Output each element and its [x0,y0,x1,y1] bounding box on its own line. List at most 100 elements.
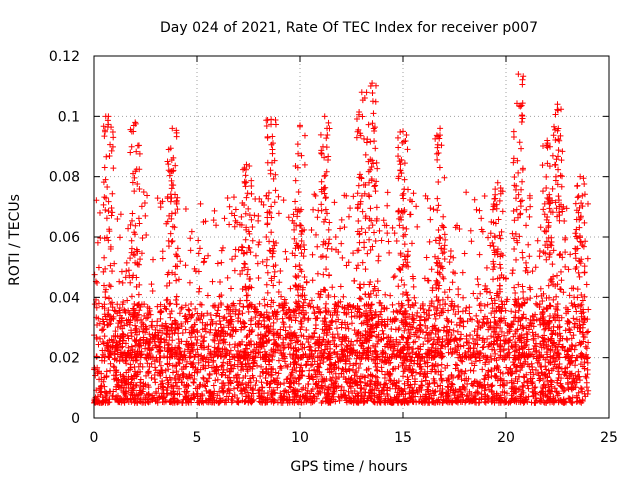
data-point [162,305,169,312]
data-point [411,331,418,338]
data-point [200,374,207,381]
data-point [159,255,166,262]
data-point [282,248,289,255]
data-point [186,279,193,286]
data-point [272,369,279,376]
data-point [153,390,160,397]
data-point [224,195,231,202]
data-point [174,245,181,252]
data-point [185,306,192,313]
data-point [135,291,142,298]
data-point [243,179,250,186]
data-point [375,257,382,264]
data-point [585,387,592,394]
data-point [101,333,108,340]
data-point [193,317,200,324]
data-point [529,329,536,336]
data-point [241,323,248,330]
data-point [460,342,467,349]
data-point [248,177,255,184]
data-point [173,301,180,308]
data-point [423,329,430,336]
data-point [369,80,376,87]
data-point [108,212,115,219]
data-point [311,309,318,316]
data-point [429,362,436,369]
data-point [446,259,453,266]
data-point [240,166,247,173]
data-point [103,153,110,160]
data-point [530,317,537,324]
data-point [260,369,267,376]
data-point [101,133,108,140]
data-point [395,363,402,370]
data-point [247,321,254,328]
data-point [466,310,473,317]
data-point [270,238,277,245]
data-point [322,305,329,312]
data-point [306,367,313,374]
data-point [534,237,541,244]
data-point [489,382,496,389]
data-point [132,119,139,126]
data-point [248,190,255,197]
data-point [374,367,381,374]
data-point [566,326,573,333]
data-point [255,217,262,224]
data-point [241,180,248,187]
data-point [303,279,310,286]
data-point [106,282,113,289]
data-point [472,389,479,396]
data-point [563,310,570,317]
data-point [129,210,136,217]
data-point [563,335,570,342]
data-point [296,262,303,269]
data-point [497,343,504,350]
data-point [154,195,161,202]
data-point [355,262,362,269]
data-point [337,225,344,232]
data-point [182,326,189,333]
data-point [526,253,533,260]
data-point [585,200,592,207]
data-point [513,256,520,263]
data-point [190,379,197,386]
data-point [301,161,308,168]
data-point [356,284,363,291]
data-point [461,250,468,257]
data-point [105,208,112,215]
data-point [228,396,235,403]
data-point [152,379,159,386]
data-point [196,245,203,252]
data-point [128,143,135,150]
data-point [281,393,288,400]
data-point [178,304,185,311]
data-point [255,320,262,327]
data-point [172,296,179,303]
data-point [459,358,466,365]
data-point [106,295,113,302]
data-point [183,338,190,345]
data-point [578,399,585,406]
data-point [198,333,205,340]
data-point [537,363,544,370]
data-point [131,174,138,181]
data-point [143,231,150,238]
data-point [424,338,431,345]
data-point [467,227,474,234]
data-point [165,243,172,250]
data-point [481,193,488,200]
data-point [470,290,477,297]
data-point [462,368,469,375]
data-point [255,274,262,281]
data-point [360,281,367,288]
data-point [357,285,364,292]
data-point [103,389,110,396]
data-point [333,325,340,332]
data-point [467,367,474,374]
data-point [141,199,148,206]
data-point [511,246,518,253]
data-point [210,217,217,224]
data-point [410,283,417,290]
data-point [455,367,462,374]
